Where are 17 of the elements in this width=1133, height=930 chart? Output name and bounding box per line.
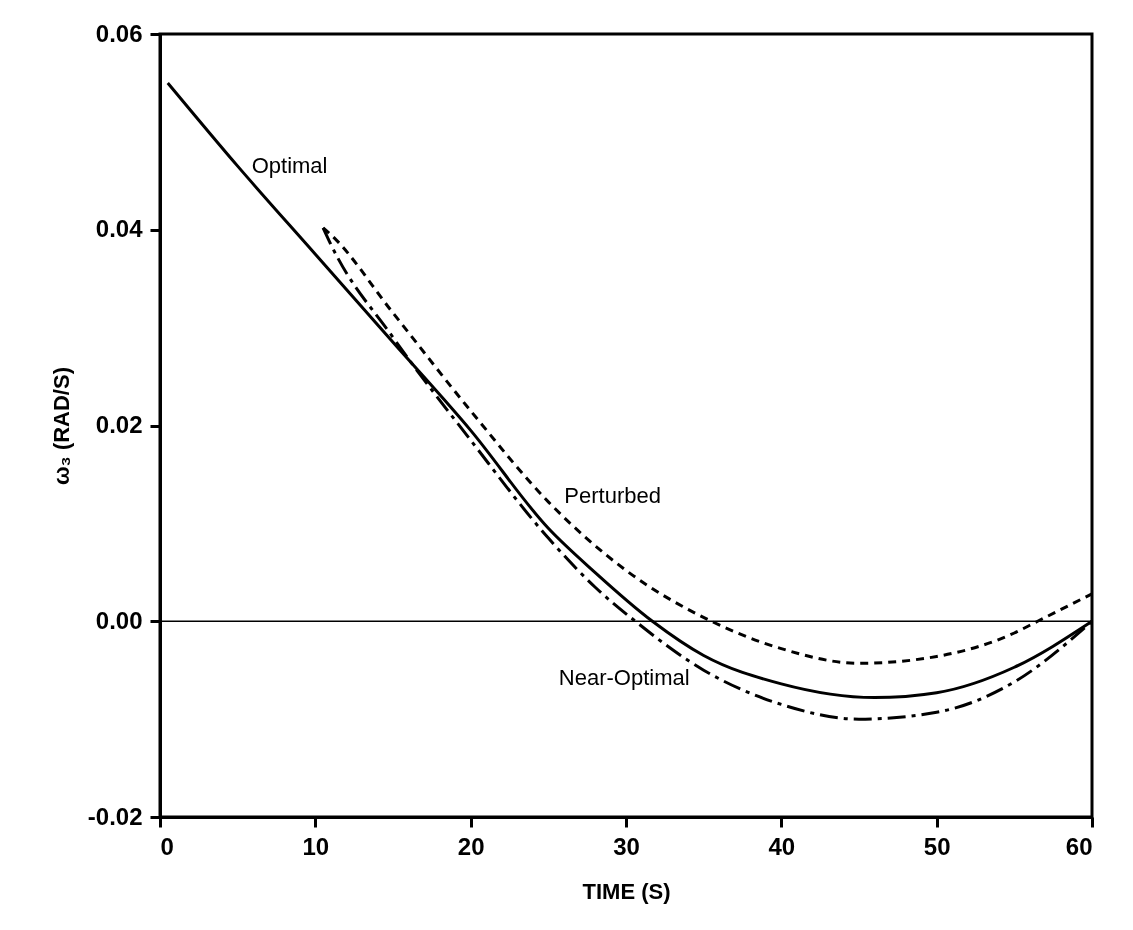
x-tick-label: 30 bbox=[613, 832, 640, 860]
x-tick-label: 20 bbox=[457, 832, 485, 860]
x-tick-label: 40 bbox=[768, 832, 796, 860]
y-tick-label: -0.02 bbox=[87, 802, 143, 830]
y-tick-label: 0.02 bbox=[95, 411, 143, 438]
y-tick-label: 0.06 bbox=[95, 19, 143, 47]
x-tick-label: 0 bbox=[160, 832, 174, 860]
x-tick-label: 10 bbox=[302, 832, 330, 860]
x-tick-label: 60 bbox=[1065, 832, 1093, 860]
series-label: Optimal bbox=[251, 153, 328, 179]
series-label: Perturbed bbox=[564, 482, 661, 508]
x-axis-title: TIME (S) bbox=[582, 878, 671, 904]
y-tick-label: 0.00 bbox=[95, 606, 143, 634]
x-tick-label: 50 bbox=[923, 832, 951, 860]
y-tick-label: 0.04 bbox=[95, 215, 144, 243]
y-axis-title: ω₃ (RAD/S) bbox=[48, 367, 74, 485]
series-label: Near-Optimal bbox=[558, 665, 690, 691]
